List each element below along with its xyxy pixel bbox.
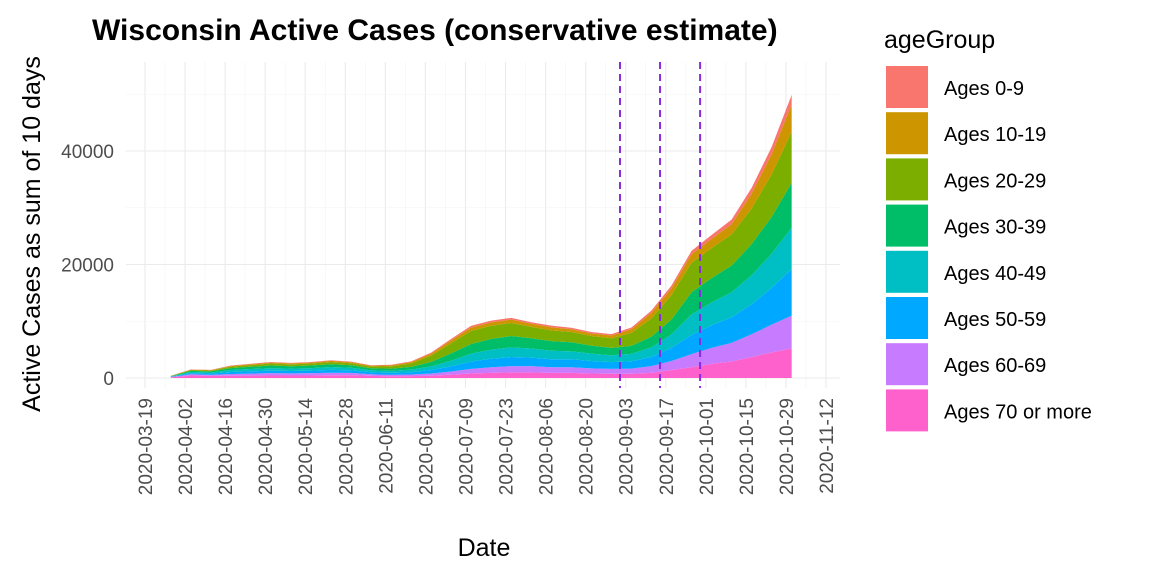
y-tick-label: 20000 (61, 256, 114, 277)
legend-label: Ages 0-9 (944, 78, 1024, 100)
x-tick-label: 2020-07-09 (456, 398, 477, 495)
x-tick-label: 2020-08-06 (537, 398, 558, 495)
legend-swatch (886, 343, 928, 386)
legend-swatch (886, 204, 928, 247)
x-tick-label: 2020-05-14 (296, 398, 317, 496)
legend-swatch (886, 389, 928, 432)
legend-title: ageGroup (884, 26, 995, 54)
legend-swatch (886, 250, 928, 293)
x-tick-label: 2020-09-17 (657, 398, 678, 495)
y-axis-ticks: 0 20000 40000 (61, 142, 114, 390)
legend-swatch (886, 297, 928, 339)
legend-swatch (886, 158, 928, 201)
legend-label: Ages 40-49 (944, 263, 1046, 285)
x-tick-label: 2020-04-30 (256, 398, 277, 495)
y-tick-label: 0 (103, 369, 114, 390)
chart-title: Wisconsin Active Cases (conservative est… (92, 14, 778, 47)
legend: ageGroup Ages 0-9 Ages 10-19 Ages 20-29 Age… (884, 26, 1092, 432)
vertical-marker-lines (618, 62, 702, 388)
y-tick-label: 40000 (61, 142, 114, 163)
legend-label: Ages 10-19 (944, 124, 1046, 146)
x-tick-label: 2020-11-12 (817, 398, 838, 494)
x-tick-label: 2020-05-28 (336, 398, 357, 495)
legend-swatch (886, 112, 928, 155)
x-tick-label: 2020-04-16 (216, 398, 237, 495)
x-axis-title: Date (458, 534, 511, 562)
x-tick-label: 2020-10-01 (697, 398, 718, 495)
x-tick-label: 2020-08-20 (577, 398, 598, 495)
x-axis-ticks: 2020-03-19 2020-04-02 2020-04-16 2020-04-30… (136, 398, 838, 496)
area-series-group (170, 94, 792, 378)
legend-label: Ages 20-29 (944, 170, 1046, 192)
x-tick-label: 2020-10-29 (777, 398, 798, 495)
x-tick-label: 2020-07-23 (497, 398, 518, 495)
x-tick-label: 2020-06-25 (416, 398, 437, 495)
x-tick-label: 2020-09-03 (617, 398, 638, 495)
x-tick-label: 2020-04-02 (176, 398, 197, 495)
x-tick-label: 2020-06-11 (376, 398, 397, 494)
legend-swatch (886, 66, 928, 108)
x-tick-label: 2020-03-19 (136, 398, 157, 495)
legend-label: Ages 50-59 (944, 309, 1046, 331)
x-tick-label: 2020-10-15 (737, 398, 758, 495)
area-ages-70-or-more (170, 348, 792, 378)
legend-label: Ages 60-69 (944, 355, 1046, 377)
y-axis-title: Active Cases as sum of 10 days (18, 56, 46, 412)
legend-label: Ages 70 or more (944, 401, 1092, 423)
legend-label: Ages 30-39 (944, 217, 1046, 239)
